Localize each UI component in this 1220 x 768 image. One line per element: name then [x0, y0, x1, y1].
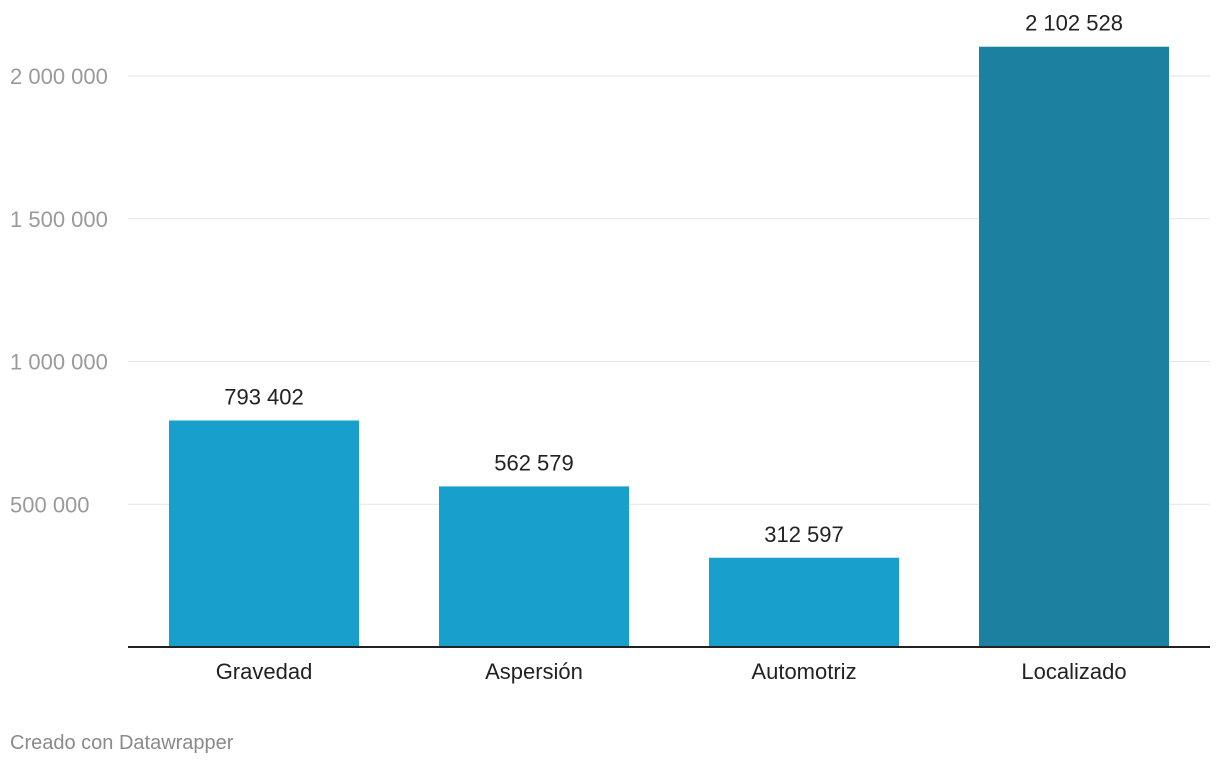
data-label: 312 597: [764, 522, 844, 547]
data-label: 562 579: [494, 450, 574, 475]
x-tick-label: Aspersión: [485, 659, 583, 684]
data-label: 793 402: [224, 384, 304, 409]
data-label: 2 102 528: [1025, 11, 1123, 36]
bar-automotriz: [709, 557, 899, 647]
bar-localizado: [979, 46, 1169, 647]
bar-gravedad: [169, 420, 359, 647]
y-tick-label: 1 500 000: [10, 207, 108, 232]
y-tick-label: 2 000 000: [10, 64, 108, 89]
footer-credit[interactable]: Creado con Datawrapper: [10, 732, 234, 754]
y-tick-label: 1 000 000: [10, 350, 108, 375]
x-tick-label: Localizado: [1021, 659, 1126, 684]
y-tick-label: 500 000: [10, 492, 90, 517]
bar-aspersion: [439, 486, 629, 647]
x-tick-label: Gravedad: [216, 659, 313, 684]
x-tick-label: Automotriz: [751, 659, 856, 684]
